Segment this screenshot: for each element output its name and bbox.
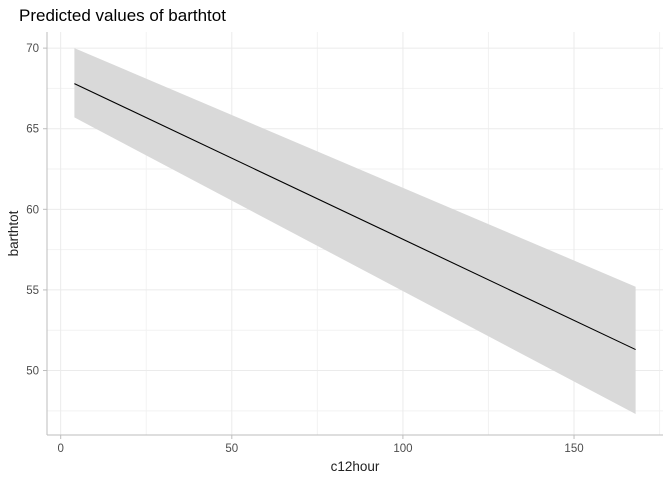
y-tick-label: 55 bbox=[26, 285, 39, 297]
x-tick-label: 50 bbox=[225, 443, 238, 455]
x-tick-label: 100 bbox=[393, 443, 412, 455]
y-tick-label: 60 bbox=[26, 204, 39, 216]
chart-title: Predicted values of barthtot bbox=[19, 6, 226, 25]
x-axis-ticks: 0 50 100 150 bbox=[57, 435, 584, 455]
y-tick-label: 65 bbox=[26, 124, 39, 136]
y-tick-label: 50 bbox=[26, 366, 39, 378]
y-axis-ticks: 50 55 60 65 70 bbox=[26, 43, 47, 378]
confidence-band bbox=[74, 48, 636, 415]
x-axis-title: c12hour bbox=[331, 459, 380, 474]
y-axis-title: barthtot bbox=[6, 210, 21, 256]
x-tick-label: 150 bbox=[564, 443, 583, 455]
y-tick-label: 70 bbox=[26, 43, 39, 55]
x-tick-label: 0 bbox=[57, 443, 63, 455]
prediction-line bbox=[74, 83, 636, 351]
